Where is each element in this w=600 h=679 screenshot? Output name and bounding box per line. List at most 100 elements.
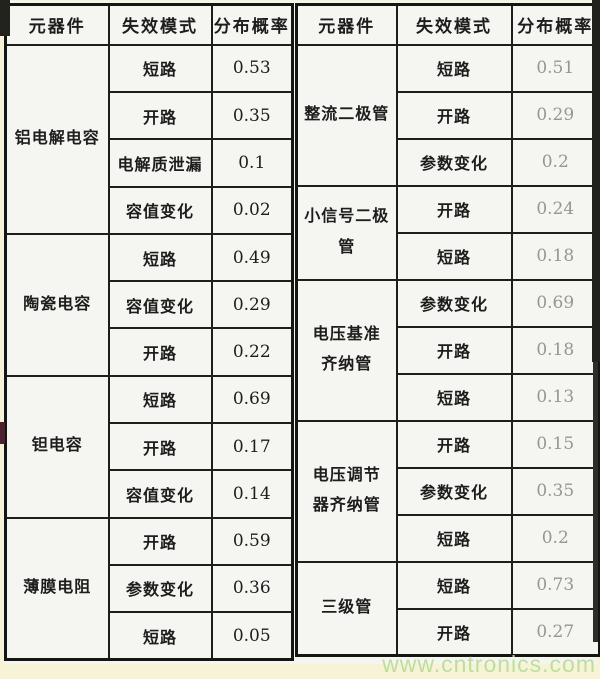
- component-cell: 三级管: [295, 560, 398, 657]
- failure-mode-cell: 参数变化: [395, 466, 513, 516]
- failure-mode-table-right: 元器件 失效模式 分布概率 整流二极管 短路 0.51 开路 0.29 参数变化…: [295, 3, 600, 657]
- column-header-component: 元器件: [4, 3, 110, 46]
- failure-mode-cell: 短路: [107, 43, 213, 94]
- probability-cell: 0.29: [210, 280, 294, 330]
- probability-cell: 0.35: [210, 91, 294, 141]
- failure-mode-cell: 开路: [107, 516, 213, 566]
- probability-cell: 0.18: [510, 325, 600, 375]
- failure-mode-cell: 开路: [107, 421, 213, 472]
- failure-mode-cell: 容值变化: [107, 185, 213, 235]
- failure-mode-cell: 容值变化: [107, 280, 213, 330]
- probability-cell: 0.2: [510, 513, 600, 563]
- table-row: 开路 0.22: [6, 327, 294, 377]
- probability-cell: 0.35: [510, 466, 600, 516]
- failure-mode-cell: 短路: [395, 513, 513, 563]
- component-cell: 薄膜电阻: [4, 516, 110, 661]
- failure-mode-cell: 参数变化: [107, 563, 213, 614]
- table-row: 开路 0.17: [6, 421, 294, 472]
- probability-cell: 0.22: [210, 327, 294, 377]
- probability-cell: 0.53: [210, 43, 294, 94]
- table-row: 开路 0.27: [297, 607, 600, 657]
- probability-cell: 0.51: [510, 43, 600, 93]
- probability-cell: 0.05: [210, 611, 294, 661]
- table-row: 短路 0.18: [297, 231, 600, 281]
- failure-mode-cell: 开路: [395, 90, 513, 140]
- component-cell: 电压基准 齐纳管: [295, 278, 398, 422]
- page-bottom-margin: [0, 665, 600, 679]
- table-row: 短路 0.2: [297, 513, 600, 563]
- failure-mode-cell: 短路: [395, 372, 513, 422]
- table-row: 参数变化 0.35: [297, 466, 600, 516]
- probability-cell: 0.15: [510, 419, 600, 469]
- failure-mode-cell: 开路: [395, 325, 513, 375]
- table-row: 电压调节 器齐纳管 开路 0.15: [295, 419, 600, 563]
- probability-cell: 0.17: [210, 421, 294, 472]
- probability-cell: 0.1: [210, 138, 294, 188]
- table-row: 小信号二极管 开路 0.24: [295, 184, 600, 281]
- table-row: 电解质泄漏 0.1: [6, 138, 294, 188]
- table-row: 容值变化 0.02: [6, 185, 294, 235]
- failure-mode-cell: 短路: [107, 611, 213, 661]
- table-row: 三级管 短路 0.73: [295, 560, 600, 657]
- failure-mode-cell: 开路: [395, 607, 513, 657]
- component-cell: 铝电解电容: [4, 43, 110, 235]
- failure-mode-cell: 开路: [107, 327, 213, 377]
- probability-cell: 0.49: [210, 232, 294, 283]
- probability-cell: 0.18: [510, 231, 600, 281]
- failure-mode-cell: 短路: [395, 560, 513, 610]
- scan-artifact-left-mark: [0, 422, 5, 444]
- failure-mode-table-left: 元器件 失效模式 分布概率 铝电解电容 短路 0.53 开路 0.35 电解质泄…: [4, 3, 294, 661]
- failure-mode-cell: 开路: [395, 419, 513, 469]
- scan-artifact-top-left: [0, 0, 10, 36]
- table-row: 容值变化 0.14: [6, 469, 294, 519]
- table-row: 开路 0.18: [297, 325, 600, 375]
- column-header-failure-mode: 失效模式: [395, 3, 513, 46]
- table-header-row: 元器件 失效模式 分布概率: [4, 3, 294, 46]
- table-row: 参数变化 0.36: [6, 563, 294, 614]
- scan-artifact-right-band: [592, 0, 600, 362]
- probability-cell: 0.29: [510, 90, 600, 140]
- table-row: 整流二极管 短路 0.51: [295, 43, 600, 187]
- table-row: 参数变化 0.2: [297, 137, 600, 187]
- table-row: 铝电解电容 短路 0.53: [4, 43, 294, 235]
- failure-mode-cell: 短路: [107, 374, 213, 424]
- column-header-failure-mode: 失效模式: [107, 3, 213, 46]
- table-row: 容值变化 0.29: [6, 280, 294, 330]
- table-row: 电压基准 齐纳管 参数变化 0.69: [295, 278, 600, 422]
- failure-mode-cell: 参数变化: [395, 137, 513, 187]
- failure-mode-cell: 短路: [107, 232, 213, 283]
- probability-cell: 0.36: [210, 563, 294, 614]
- failure-mode-cell: 参数变化: [395, 278, 513, 328]
- probability-cell: 0.02: [210, 185, 294, 235]
- failure-mode-cell: 短路: [395, 231, 513, 281]
- table-row: 开路 0.35: [6, 91, 294, 141]
- table-row: 短路 0.13: [297, 372, 600, 422]
- probability-cell: 0.73: [510, 560, 600, 610]
- probability-cell: 0.14: [210, 469, 294, 519]
- failure-mode-cell: 开路: [107, 91, 213, 141]
- table-row: 开路 0.29: [297, 90, 600, 140]
- column-header-probability: 分布概率: [210, 3, 294, 46]
- scan-artifact-right-line: [593, 362, 598, 642]
- component-cell: 整流二极管: [295, 43, 398, 187]
- probability-cell: 0.69: [510, 278, 600, 328]
- component-cell: 钽电容: [4, 374, 110, 519]
- column-header-probability: 分布概率: [510, 3, 600, 46]
- table-row: 薄膜电阻 开路 0.59: [4, 516, 294, 661]
- table-row: 钽电容 短路 0.69: [4, 374, 294, 519]
- table-header-row: 元器件 失效模式 分布概率: [295, 3, 600, 46]
- probability-cell: 0.69: [210, 374, 294, 424]
- probability-cell: 0.24: [510, 184, 600, 234]
- failure-mode-cell: 短路: [395, 43, 513, 93]
- component-cell: 陶瓷电容: [4, 232, 110, 377]
- component-cell: 小信号二极管: [295, 184, 398, 281]
- component-cell: 电压调节 器齐纳管: [295, 419, 398, 563]
- failure-mode-cell: 容值变化: [107, 469, 213, 519]
- probability-cell: 0.59: [210, 516, 294, 566]
- probability-cell: 0.2: [510, 137, 600, 187]
- failure-mode-cell: 开路: [395, 184, 513, 234]
- failure-mode-cell: 电解质泄漏: [107, 138, 213, 188]
- probability-cell: 0.13: [510, 372, 600, 422]
- table-row: 陶瓷电容 短路 0.49: [4, 232, 294, 377]
